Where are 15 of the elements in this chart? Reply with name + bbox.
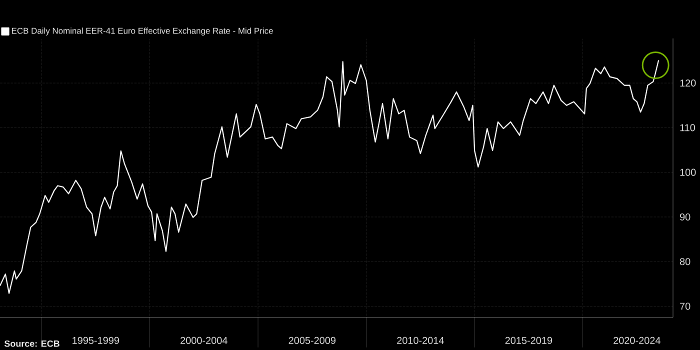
y-tick-label: 80 — [680, 258, 690, 266]
source-note: Source: ECB — [4, 340, 60, 347]
y-tick-label: 120 — [680, 80, 696, 87]
x-tick-label: 2010-2014 — [397, 336, 444, 344]
y-tick-label: 90 — [680, 213, 690, 220]
y-tick-label: 100 — [680, 168, 696, 176]
x-tick-label: 2000-2004 — [180, 336, 228, 344]
x-tick-label: 1995-1999 — [72, 336, 119, 344]
y-tick-label: 70 — [680, 302, 690, 310]
line-series — [0, 60, 660, 294]
legend-label: ECB Daily Nominal EER-41 Euro Effective Exchange Rate - Mid Price — [12, 28, 273, 36]
x-tick-label: 2005-2009 — [288, 336, 336, 344]
y-tick-label: 110 — [680, 124, 696, 132]
x-tick-label: 2020-2024 — [614, 336, 660, 344]
x-tick-label: 2015-2019 — [505, 336, 552, 344]
